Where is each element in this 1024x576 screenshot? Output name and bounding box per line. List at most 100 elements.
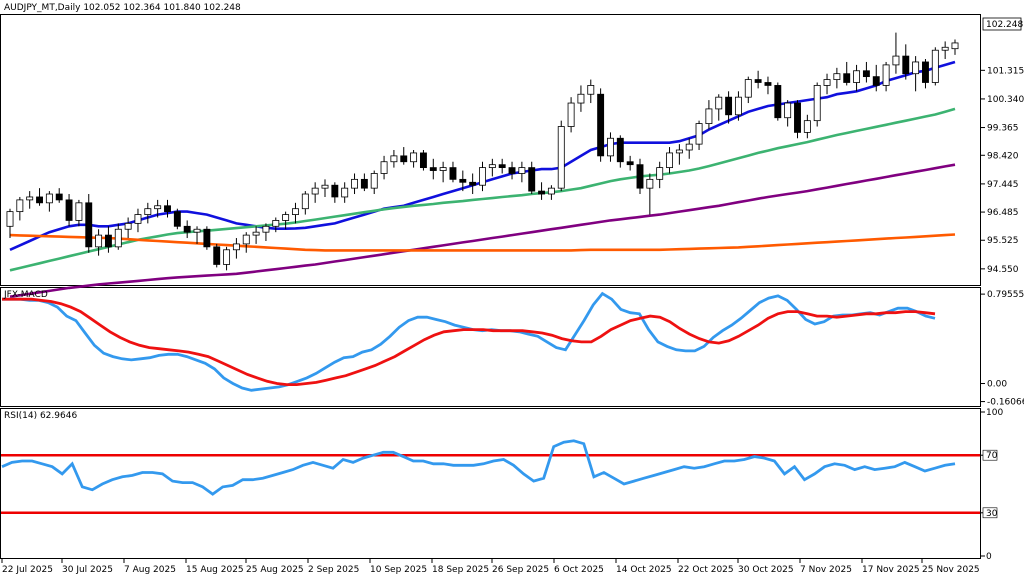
x-tick-label: 2 Sep 2025: [308, 565, 359, 575]
candle: [321, 179, 329, 197]
candle-body-bear: [331, 184, 339, 198]
candle-body-bear: [203, 228, 211, 248]
candle: [656, 161, 664, 189]
candle-body-bear: [597, 93, 605, 157]
candle: [292, 202, 299, 224]
candle: [725, 91, 733, 124]
candle: [912, 56, 920, 92]
candle-body-bull: [282, 214, 290, 221]
candle-body-bull: [892, 55, 900, 66]
candle: [547, 185, 555, 200]
rsi-tick-label: 70: [986, 451, 998, 461]
x-tick-label: 30 Jul 2025: [62, 565, 113, 575]
candle: [882, 61, 890, 92]
x-axis: 22 Jul 2025 30 Jul 2025 7 Aug 2025 15 Aug 2…: [1, 559, 980, 575]
candle: [164, 199, 171, 218]
price-axis: 101.315 100.340 99.365 98.420 97.445 96.485 95…: [981, 66, 1024, 275]
candle-body-bear: [872, 76, 880, 86]
candle: [26, 191, 34, 209]
candle-body-bear: [429, 167, 437, 171]
candle: [587, 79, 595, 104]
candle: [75, 199, 83, 227]
candle: [922, 59, 929, 89]
candle: [695, 120, 703, 150]
candle-body-bull: [439, 167, 447, 171]
candle-body-bear: [902, 55, 910, 75]
candle-body-bull: [666, 152, 673, 169]
candle: [538, 182, 546, 200]
last-price-label: 102.248: [986, 20, 1023, 30]
candle-body-bull: [833, 73, 841, 80]
candle-body-bear: [36, 196, 43, 204]
rsi-tick-label: 30: [986, 509, 998, 519]
candle-body-bear: [774, 85, 782, 119]
candle-body-bull: [607, 137, 614, 157]
candle-body-bull: [803, 120, 811, 133]
candle: [380, 155, 388, 180]
candle: [262, 223, 270, 241]
candle: [223, 246, 231, 271]
x-tick-label: 15 Aug 2025: [186, 565, 244, 575]
candle: [213, 243, 221, 268]
candle: [469, 173, 477, 195]
macd-tick-label: 0.00: [987, 380, 1007, 390]
candle-body-bear: [508, 167, 516, 174]
candle: [242, 232, 250, 253]
candle: [95, 229, 103, 256]
candle: [232, 238, 240, 259]
candle-body-bull: [587, 85, 595, 95]
x-tick-label: 26 Sep 2025: [492, 565, 549, 575]
candle-body-bear: [213, 246, 221, 265]
ma-line-1: [9, 107, 956, 272]
candle-body-bear: [862, 70, 870, 78]
candle-body-bear: [794, 102, 801, 133]
ma-line-0: [9, 60, 956, 251]
candle-body-bear: [55, 193, 63, 201]
macd-panel-frame: [0, 287, 981, 407]
price-tick-label: 101.315: [987, 66, 1024, 76]
candle: [734, 91, 742, 121]
candle: [45, 191, 53, 212]
candle-body-bull: [341, 187, 349, 198]
candle: [351, 173, 358, 195]
candle: [439, 161, 447, 183]
candle-body-bear: [538, 190, 546, 195]
candle-body-bull: [223, 249, 231, 265]
candle: [449, 161, 457, 183]
macd-axis: 0.79555 0.00 -0.16066: [981, 290, 1024, 408]
candle-body-bull: [311, 187, 319, 195]
x-tick-label: 7 Nov 2025: [800, 565, 852, 575]
price-chart-title: AUDJPY_MT,Daily 102.052 102.364 101.840 …: [4, 3, 241, 13]
candle: [331, 182, 339, 203]
candle: [410, 150, 418, 168]
rsi-level-tag: [982, 507, 998, 519]
candle-body-bear: [104, 234, 112, 248]
candle: [36, 188, 43, 206]
candle: [784, 100, 792, 127]
candle-body-bull: [951, 42, 959, 50]
candle-body-bull: [646, 178, 654, 189]
candle-body-bull: [557, 126, 565, 189]
candle: [183, 220, 191, 239]
candle-body-bull: [272, 220, 280, 227]
candle-body-bear: [164, 205, 171, 213]
candle: [764, 76, 772, 95]
candle-body-bull: [734, 96, 742, 116]
candle-body-bull: [301, 193, 309, 210]
candle-body-bear: [528, 167, 536, 192]
candle-body-bull: [232, 243, 240, 251]
x-tick-label: 17 Nov 2025: [862, 565, 920, 575]
candle-body-bull: [685, 143, 693, 151]
candle: [607, 132, 614, 162]
candle-body-bear: [754, 79, 762, 83]
candle-body-bear: [459, 178, 467, 183]
macd-tick-label: 0.79555: [987, 290, 1024, 300]
candle: [272, 217, 280, 233]
candle-body-bull: [823, 79, 831, 86]
candle-body-bull: [547, 187, 555, 195]
candle-body-bear: [616, 137, 624, 163]
candle: [193, 226, 201, 244]
candle-body-bull: [380, 161, 388, 174]
candle: [813, 82, 821, 127]
